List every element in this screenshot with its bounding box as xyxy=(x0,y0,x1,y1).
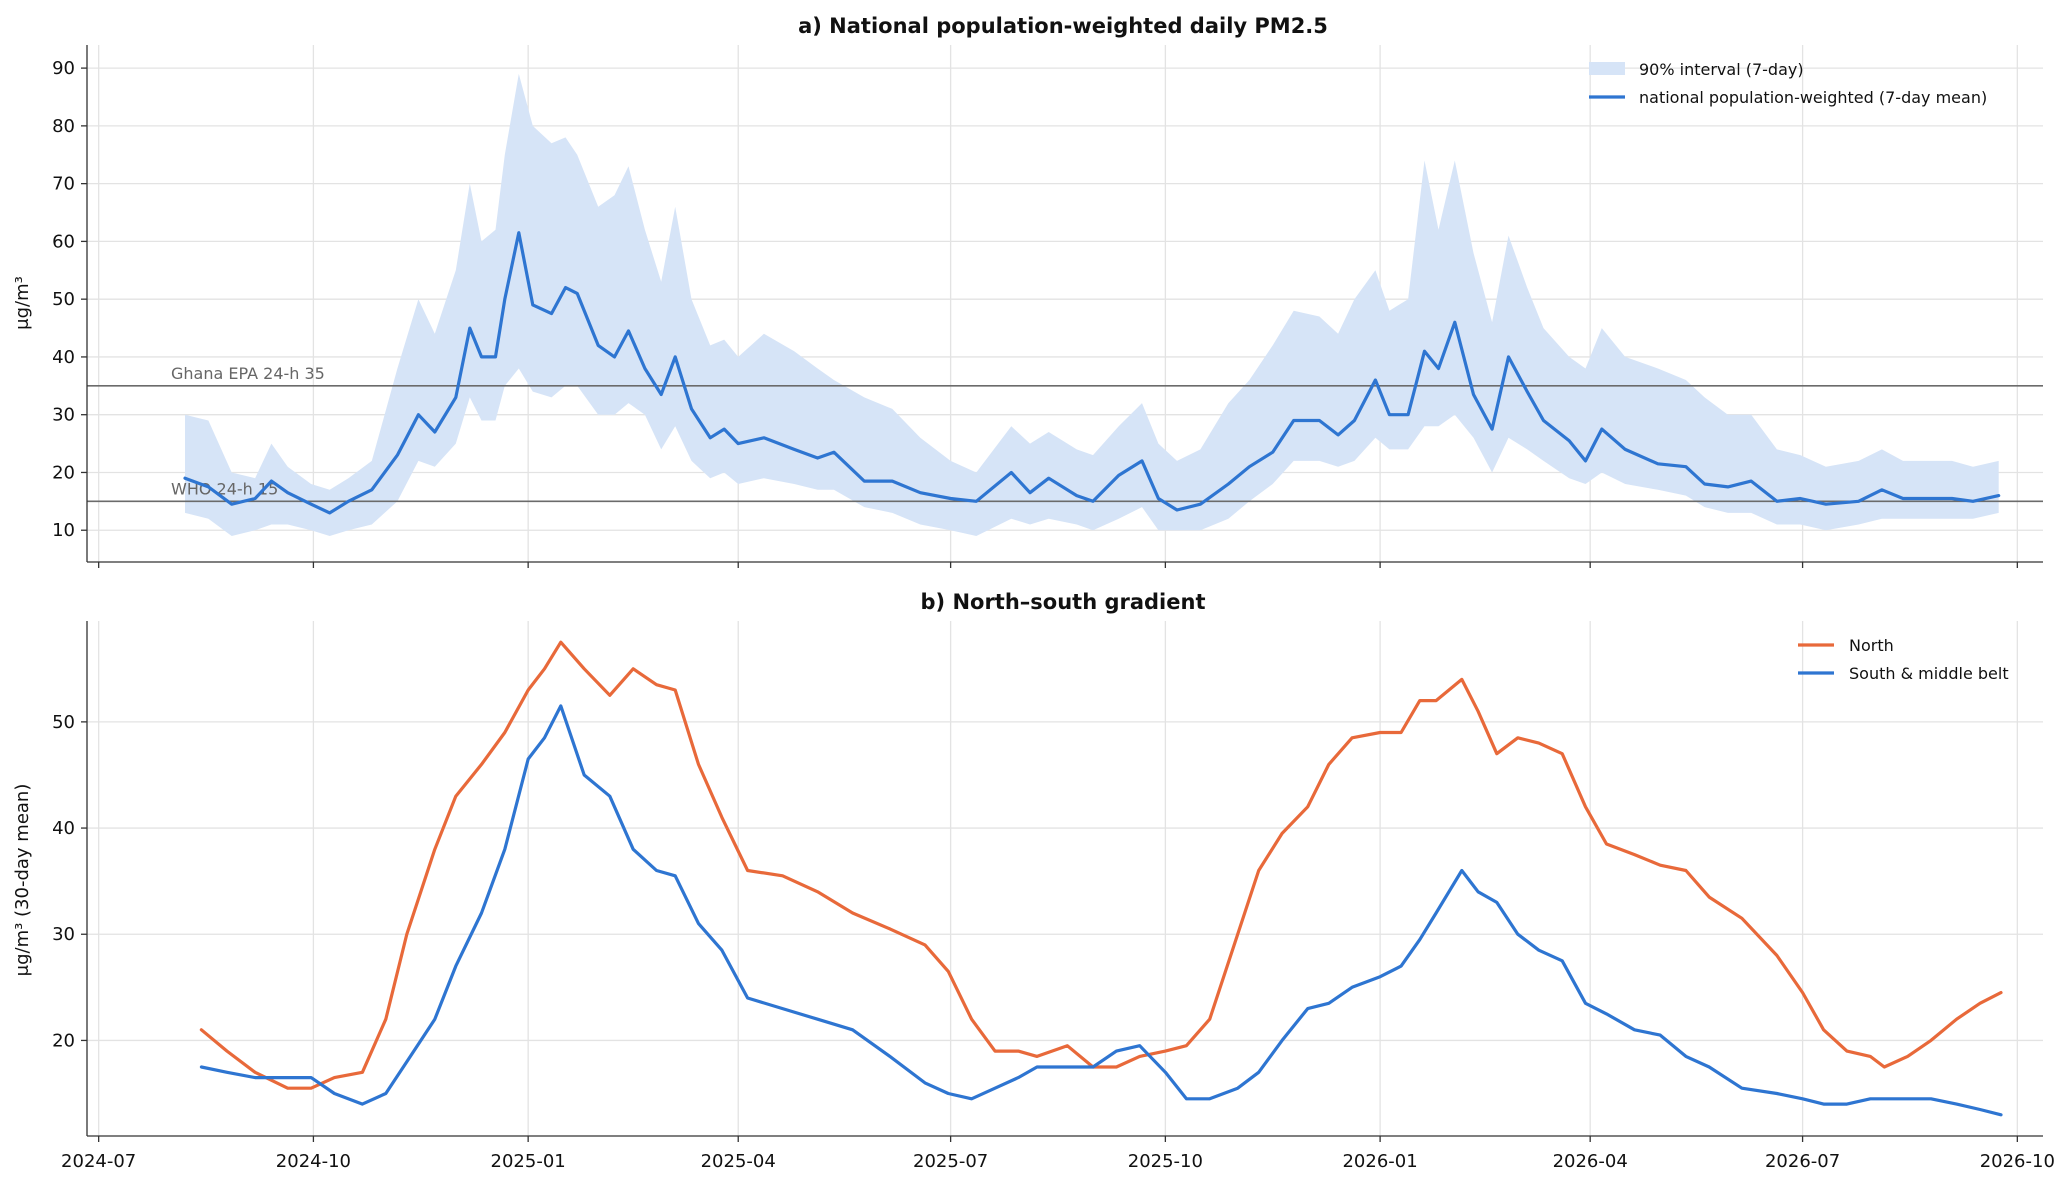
y-tick-label: 30 xyxy=(52,924,75,945)
legend-label: North xyxy=(1849,636,1894,655)
y-tick-label: 50 xyxy=(52,289,75,310)
y-tick-label: 20 xyxy=(52,462,75,483)
legend: North South & middle belt xyxy=(1798,636,2009,683)
y-tick-label: 30 xyxy=(52,405,75,426)
y-axis-label: μg/m³ (30-day mean) xyxy=(12,784,33,977)
y-tick-label: 70 xyxy=(52,174,75,195)
x-tick-label: 2025-04 xyxy=(701,1151,776,1172)
interval-band xyxy=(185,73,1999,537)
legend-label: national population-weighted (7-day mean… xyxy=(1639,88,1987,107)
legend-label: South & middle belt xyxy=(1849,664,2009,683)
x-tick-label: 2026-01 xyxy=(1342,1151,1417,1172)
series-line-north xyxy=(199,640,2003,1090)
x-tick-label: 2026-07 xyxy=(1765,1151,1840,1172)
x-tick-label: 2025-10 xyxy=(1128,1151,1203,1172)
x-tick-label: 2026-10 xyxy=(1980,1151,2055,1172)
y-tick-label: 80 xyxy=(52,116,75,137)
x-tick-label: 2024-10 xyxy=(276,1151,351,1172)
y-tick-label: 40 xyxy=(52,818,75,839)
legend: 90% interval (7-day) national population-… xyxy=(1589,60,1987,107)
chart-title: b) North–south gradient xyxy=(921,590,1206,614)
x-tick-label: 2026-04 xyxy=(1553,1151,1628,1172)
y-tick-label: 90 xyxy=(52,58,75,79)
reference-line-label: Ghana EPA 24-h 35 xyxy=(171,364,325,383)
legend-swatch-band xyxy=(1589,62,1625,75)
y-tick-label: 10 xyxy=(52,520,75,541)
chart-title: a) National population-weighted daily PM… xyxy=(798,14,1328,38)
y-axis-label: μg/m³ xyxy=(12,276,33,330)
legend-label: 90% interval (7-day) xyxy=(1639,60,1804,79)
y-tick-label: 40 xyxy=(52,347,75,368)
series-line-south-middle-belt xyxy=(199,704,2003,1117)
x-tick-label: 2024-07 xyxy=(61,1151,136,1172)
y-tick-label: 20 xyxy=(52,1030,75,1051)
chart-panel-b: 2024-07 2024-10 2025-01 2025-04 2025-07 2025-… xyxy=(12,590,2055,1172)
y-tick-label: 50 xyxy=(52,712,75,733)
series-line-national-population-weighted-7-day-mean xyxy=(183,231,2001,515)
y-tick-label: 60 xyxy=(52,231,75,252)
x-tick-label: 2025-01 xyxy=(491,1151,566,1172)
x-tick-label: 2025-07 xyxy=(913,1151,988,1172)
